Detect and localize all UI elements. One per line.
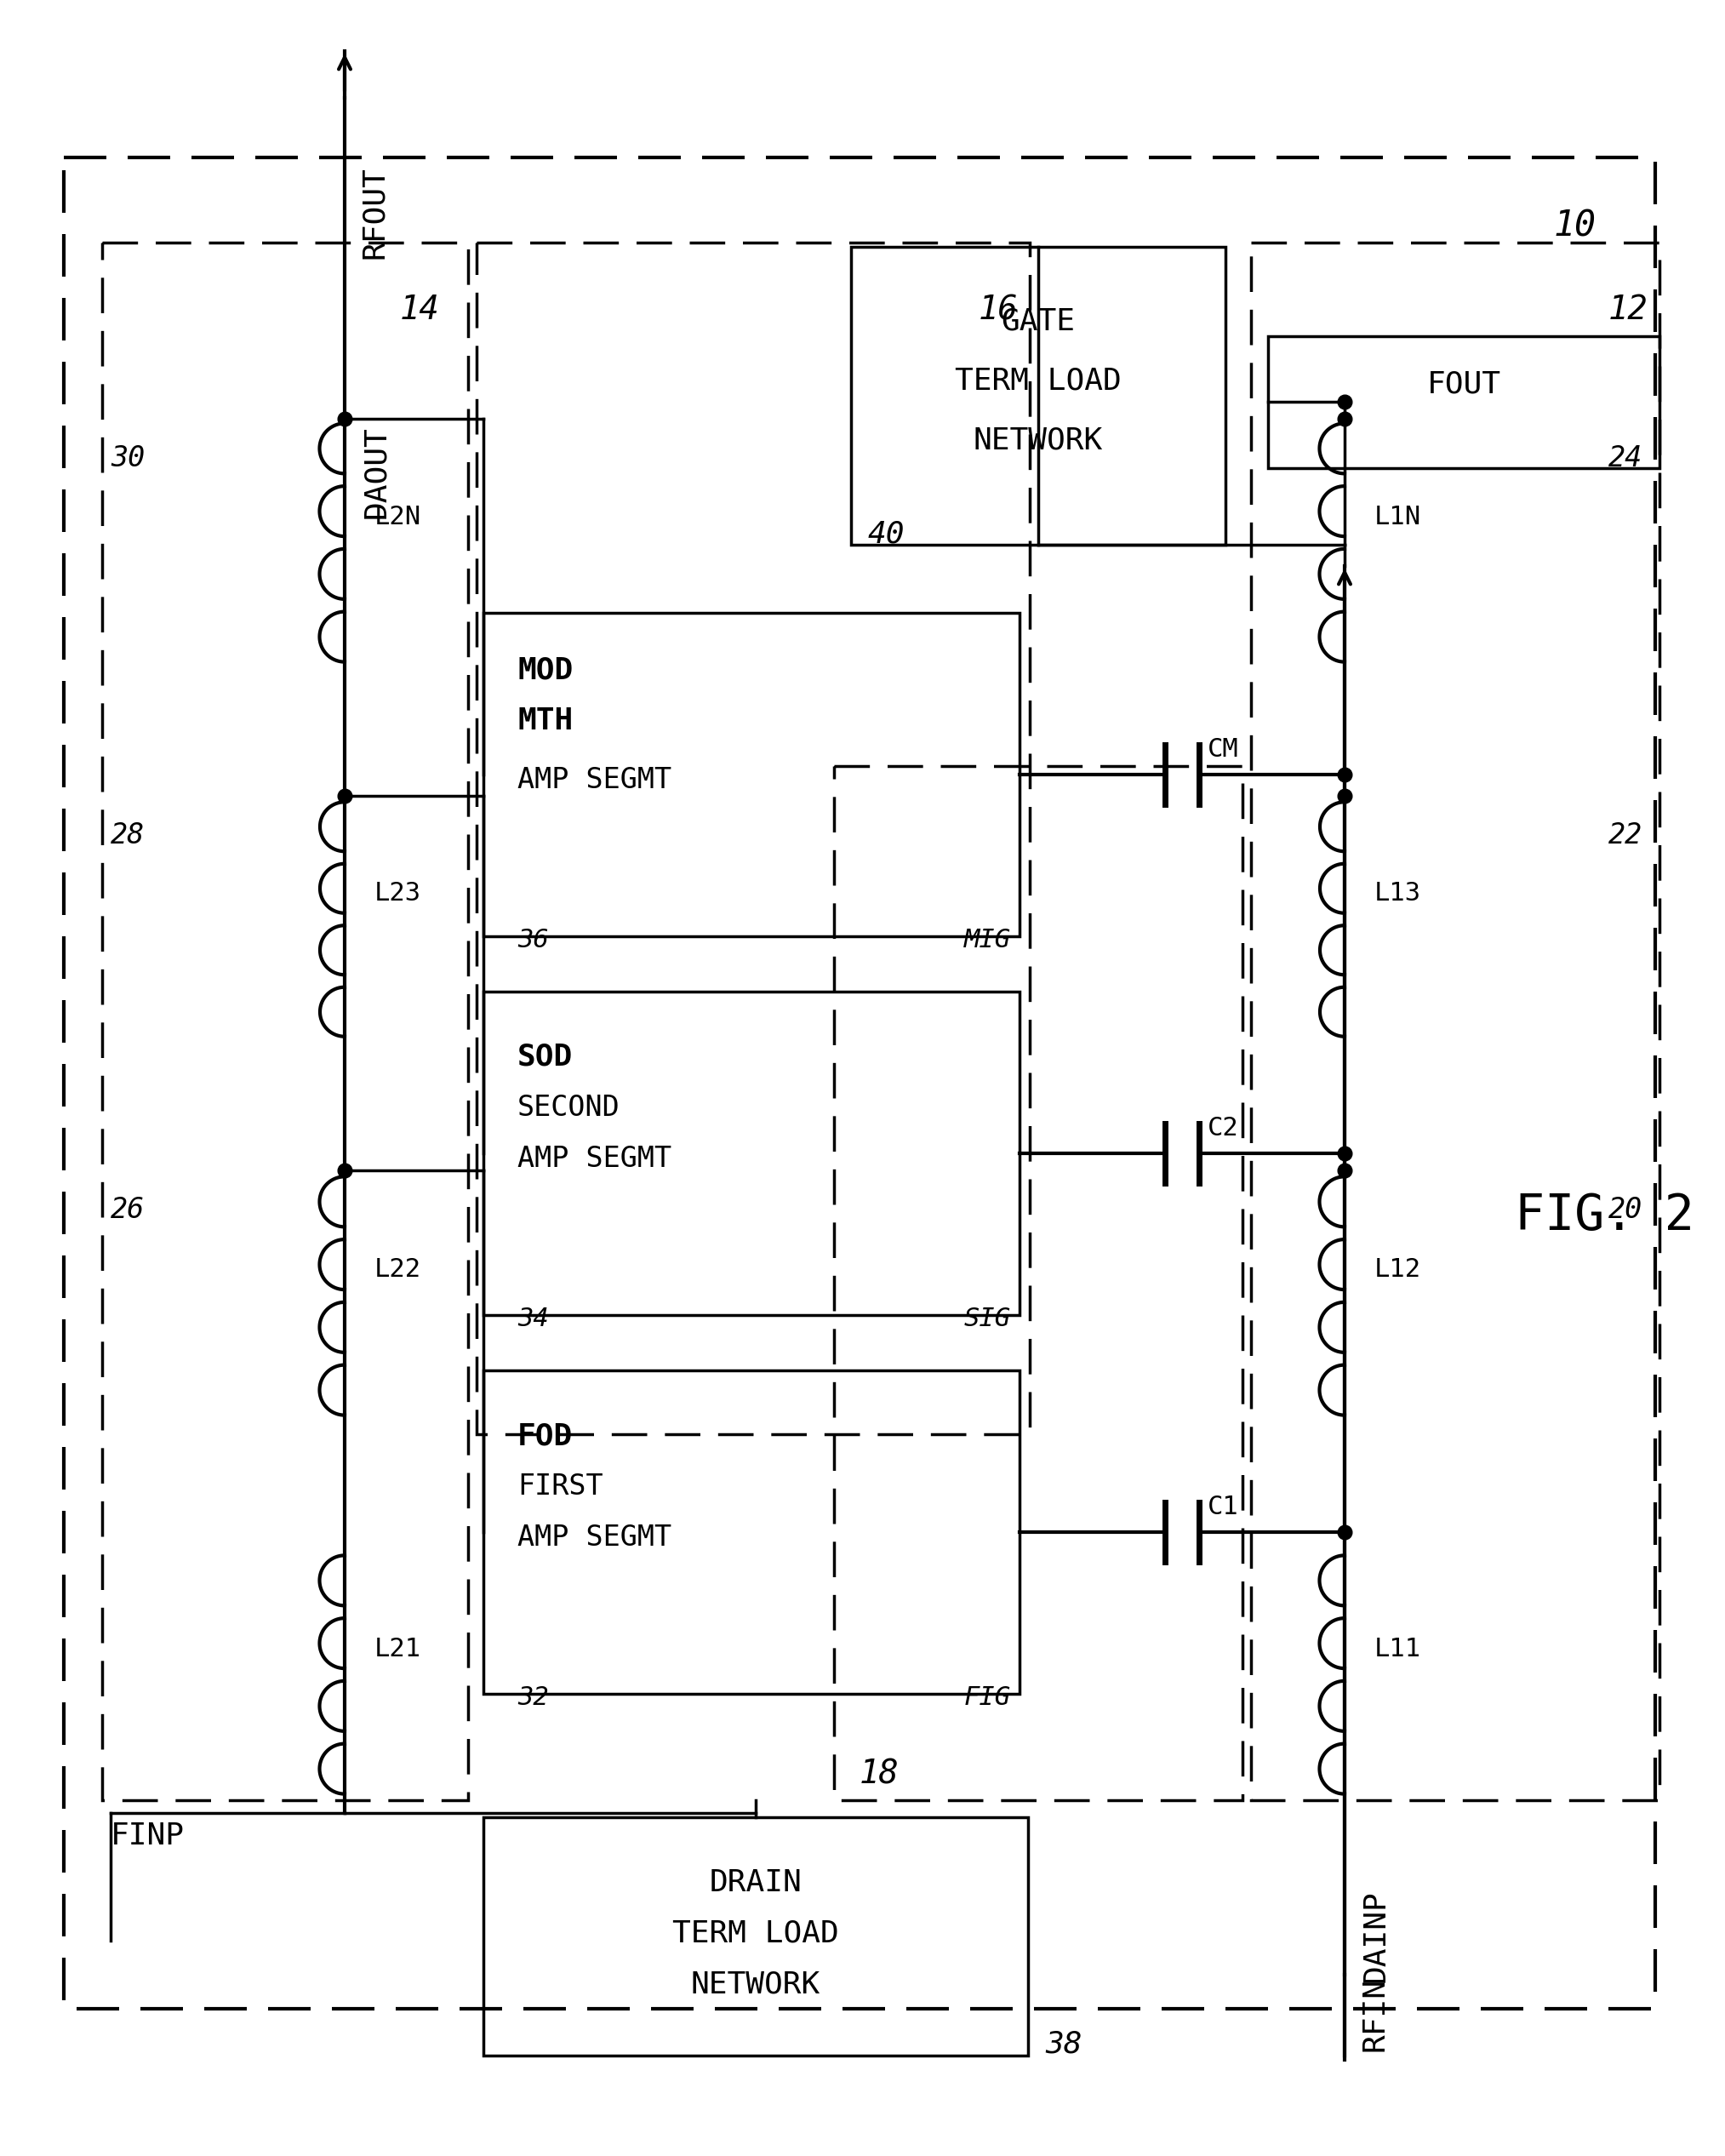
Text: L1N: L1N [1375, 505, 1421, 528]
Text: MIG: MIG [964, 927, 1011, 953]
Text: FOUT: FOUT [1427, 371, 1501, 399]
Text: L2N: L2N [374, 505, 421, 528]
Text: 34: 34 [518, 1307, 549, 1330]
Text: FIG: FIG [964, 1686, 1011, 1710]
Text: FOD: FOD [518, 1421, 573, 1451]
Text: L23: L23 [374, 882, 421, 906]
Text: 20: 20 [1608, 1197, 1642, 1225]
Text: AMP SEGMT: AMP SEGMT [518, 765, 671, 793]
Text: 16: 16 [978, 293, 1018, 326]
Text: L13: L13 [1375, 882, 1421, 906]
Text: RFOUT: RFOUT [361, 166, 388, 259]
Text: RFIN: RFIN [1359, 1977, 1389, 2050]
Text: 10: 10 [1552, 209, 1596, 244]
Text: L21: L21 [374, 1636, 421, 1660]
Text: DAOUT: DAOUT [362, 425, 390, 517]
Text: TERM LOAD: TERM LOAD [956, 367, 1121, 395]
Text: 24: 24 [1608, 444, 1642, 472]
Text: FIRST: FIRST [518, 1473, 604, 1501]
Text: 38: 38 [1045, 2031, 1082, 2059]
Text: 36: 36 [518, 927, 549, 953]
Text: C1: C1 [1207, 1494, 1239, 1520]
Text: FINP: FINP [110, 1822, 185, 1850]
Text: 26: 26 [110, 1197, 145, 1225]
Text: L12: L12 [1375, 1257, 1421, 1283]
Text: SOD: SOD [518, 1044, 573, 1072]
Text: 22: 22 [1608, 821, 1642, 849]
Text: 30: 30 [110, 444, 145, 472]
Text: C2: C2 [1207, 1117, 1239, 1141]
Text: DAINP: DAINP [1361, 1889, 1390, 1981]
Text: FIG. 2: FIG. 2 [1515, 1192, 1694, 1240]
Text: NETWORK: NETWORK [692, 1971, 821, 1999]
Text: L11: L11 [1375, 1636, 1421, 1660]
Text: 40: 40 [868, 520, 906, 548]
Text: CM: CM [1207, 737, 1239, 761]
Text: DRAIN: DRAIN [709, 1869, 802, 1897]
Text: 14: 14 [400, 293, 440, 326]
Text: GATE: GATE [1000, 306, 1075, 336]
Text: SIG: SIG [964, 1307, 1011, 1330]
Text: MTH: MTH [518, 707, 573, 735]
Text: AMP SEGMT: AMP SEGMT [518, 1145, 671, 1173]
Text: 32: 32 [518, 1686, 549, 1710]
Text: TERM LOAD: TERM LOAD [673, 1919, 838, 1949]
Text: MOD: MOD [518, 655, 573, 683]
Text: L22: L22 [374, 1257, 421, 1283]
Text: NETWORK: NETWORK [973, 425, 1102, 455]
Text: 12: 12 [1608, 293, 1647, 326]
Text: 28: 28 [110, 821, 145, 849]
Text: 18: 18 [859, 1757, 899, 1789]
Text: SECOND: SECOND [518, 1093, 621, 1121]
Text: AMP SEGMT: AMP SEGMT [518, 1524, 671, 1552]
